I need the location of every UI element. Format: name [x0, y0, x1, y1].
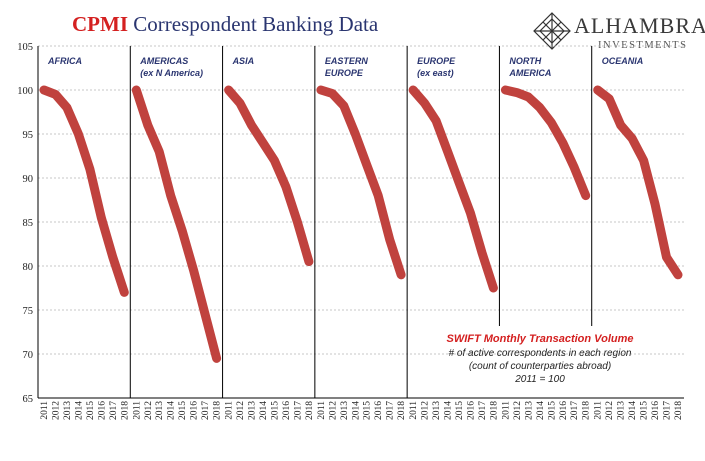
x-tick-label: 2014: [167, 401, 177, 420]
x-tick-label: 2014: [628, 401, 638, 420]
x-tick-label: 2014: [259, 401, 269, 420]
x-tick-label: 2015: [270, 401, 280, 420]
x-tick-label: 2013: [248, 401, 258, 420]
series-line: [224, 85, 314, 267]
x-tick-label: 2013: [524, 401, 534, 420]
panel-label: OCEANIA: [602, 56, 644, 66]
x-tick-label: 2014: [536, 401, 546, 420]
series-line: [500, 85, 591, 201]
x-tick-label: 2011: [594, 401, 604, 420]
x-tick-label: 2018: [397, 401, 407, 420]
x-tick-label: 2014: [444, 401, 454, 420]
x-tick-label: 2013: [155, 401, 165, 420]
x-tick-label: 2013: [617, 401, 627, 420]
chart-title-rest: Correspondent Banking Data: [133, 12, 379, 36]
x-tick-label: 2018: [305, 401, 315, 420]
y-tick-label: 80: [23, 262, 34, 273]
x-tick-label: 2017: [293, 401, 303, 420]
x-tick-label: 2013: [340, 401, 350, 420]
x-tick-label: 2013: [63, 401, 73, 420]
chart-note: SWIFT Monthly Transaction Volume # of ac…: [430, 332, 650, 386]
y-tick-label: 75: [23, 306, 34, 317]
x-tick-label: 2018: [674, 401, 684, 420]
x-tick-label: 2016: [282, 401, 292, 420]
note-line-3: 2011 = 100: [515, 374, 565, 385]
x-tick-label: 2014: [351, 401, 361, 420]
x-tick-label: 2013: [432, 401, 442, 420]
chart-title: CPMI Correspondent Banking Data: [72, 12, 378, 37]
x-tick-label: 2011: [501, 401, 511, 420]
panel-label: (ex east): [417, 68, 454, 78]
x-tick-label: 2017: [386, 401, 396, 420]
x-tick-label: 2012: [51, 401, 61, 420]
note-line-2: (count of counterparties abroad): [468, 361, 612, 372]
series-line: [593, 85, 683, 280]
panel-label: (ex N America): [140, 68, 203, 78]
note-heading: SWIFT Monthly Transaction Volume: [446, 333, 634, 345]
series-line: [316, 85, 406, 280]
x-tick-label: 2012: [605, 401, 615, 420]
alhambra-logo: ALHAMBRA INVESTMENTS: [532, 9, 705, 59]
x-tick-label: 2012: [144, 401, 154, 420]
panel-label: EASTERN: [325, 56, 369, 66]
x-tick-label: 2011: [225, 401, 235, 420]
y-tick-label: 95: [23, 130, 34, 141]
note-line-1: # of active correspondents in each regio…: [448, 348, 632, 359]
x-tick-label: 2017: [570, 401, 580, 420]
x-tick-label: 2015: [547, 401, 557, 420]
y-tick-label: 100: [17, 86, 33, 97]
x-tick-label: 2012: [513, 401, 523, 420]
x-tick-label: 2011: [40, 401, 50, 420]
x-tick-label: 2017: [663, 401, 673, 420]
x-tick-label: 2017: [478, 401, 488, 420]
x-tick-label: 2016: [559, 401, 569, 420]
x-tick-label: 2016: [97, 401, 107, 420]
panel-label: EUROPE: [417, 56, 456, 66]
x-tick-label: 2015: [455, 401, 465, 420]
x-tick-label: 2018: [120, 401, 130, 420]
panel-label: NORTH: [509, 56, 541, 66]
x-tick-label: 2018: [213, 401, 223, 420]
x-tick-label: 2015: [363, 401, 373, 420]
x-tick-label: 2017: [109, 401, 119, 420]
chart-title-brand: CPMI: [72, 12, 128, 36]
x-tick-label: 2011: [132, 401, 142, 420]
x-tick-label: 2015: [640, 401, 650, 420]
x-tick-label: 2017: [201, 401, 211, 420]
y-tick-label: 105: [17, 42, 33, 53]
x-tick-label: 2012: [328, 401, 338, 420]
series-line: [408, 85, 498, 293]
x-tick-label: 2016: [651, 401, 661, 420]
x-tick-label: 2018: [489, 401, 499, 420]
y-tick-label: 70: [23, 350, 34, 361]
x-tick-label: 2016: [190, 401, 200, 420]
panel-label: EUROPE: [325, 68, 364, 78]
panel-label: ASIA: [232, 56, 255, 66]
series-line: [39, 85, 129, 297]
panel-label: AFRICA: [47, 56, 82, 66]
panel-label: AMERICA: [508, 68, 551, 78]
y-tick-label: 90: [23, 174, 34, 185]
panel-label: AMERICAS: [139, 56, 188, 66]
x-tick-label: 2016: [466, 401, 476, 420]
series-line: [131, 85, 222, 363]
x-tick-label: 2014: [74, 401, 84, 420]
x-tick-label: 2015: [178, 401, 188, 420]
logo-wordmark: ALHAMBRA: [574, 13, 705, 38]
lattice-diamond-icon: [533, 12, 571, 50]
x-tick-label: 2016: [374, 401, 384, 420]
x-tick-label: 2011: [409, 401, 419, 420]
x-tick-label: 2015: [86, 401, 96, 420]
y-tick-label: 65: [23, 394, 34, 405]
x-tick-label: 2011: [317, 401, 327, 420]
x-tick-label: 2018: [582, 401, 592, 420]
x-tick-label: 2012: [421, 401, 431, 420]
y-tick-label: 85: [23, 218, 34, 229]
logo-subtitle: INVESTMENTS: [598, 40, 688, 51]
x-tick-label: 2012: [236, 401, 246, 420]
